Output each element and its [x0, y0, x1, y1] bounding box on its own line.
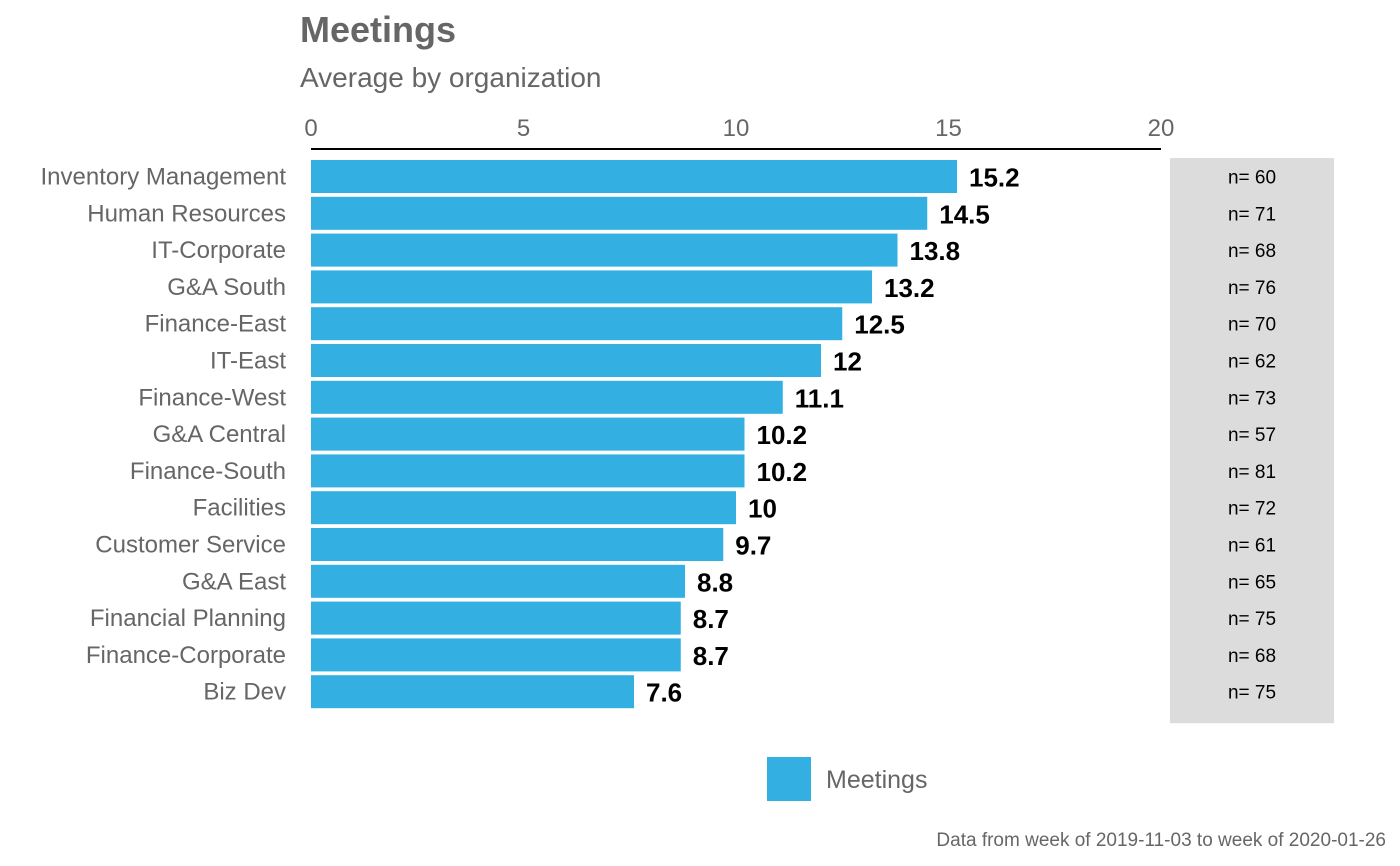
category-label: Human Resources — [87, 200, 286, 227]
n-label: n= 65 — [1228, 572, 1276, 593]
bar — [311, 344, 821, 377]
bar — [311, 307, 843, 341]
bar — [311, 380, 783, 414]
n-label: n= 76 — [1228, 278, 1276, 299]
legend-label: Meetings — [826, 766, 927, 794]
legend: Meetings — [767, 757, 927, 801]
bar — [311, 270, 872, 304]
n-panel: n= 60 n= 71 n= 68 n= 76 n= 70 n= 62 n= 73 n= 57… — [1170, 158, 1334, 724]
n-label: n= 68 — [1228, 646, 1276, 667]
category-label: IT-Corporate — [151, 237, 286, 264]
value-label: 15.2 — [969, 163, 1020, 193]
n-label: n= 60 — [1228, 168, 1276, 189]
n-label: n= 72 — [1228, 499, 1276, 520]
bar — [311, 638, 681, 672]
category-label: Finance-South — [130, 458, 286, 485]
category-label: Biz Dev — [203, 679, 286, 706]
chart-subtitle: Average by organization — [300, 62, 601, 93]
value-label: 13.8 — [910, 236, 961, 266]
value-label: 11.1 — [795, 383, 844, 413]
n-label: n= 71 — [1228, 204, 1276, 225]
n-label: n= 70 — [1228, 315, 1276, 336]
category-label: G&A South — [167, 274, 286, 301]
value-label: 10.2 — [757, 420, 808, 450]
category-label: IT-East — [210, 348, 286, 375]
bar — [311, 160, 957, 193]
bar — [311, 675, 634, 709]
value-label: 12.5 — [854, 310, 905, 340]
n-panel-background — [1170, 158, 1334, 724]
bar — [311, 233, 898, 267]
x-tick-label: 20 — [1148, 115, 1175, 142]
bar — [311, 528, 724, 561]
category-label: Finance-Corporate — [86, 642, 286, 669]
bar — [311, 601, 681, 635]
x-tick-label: 10 — [723, 115, 750, 142]
category-label: Customer Service — [95, 532, 286, 559]
value-label: 8.8 — [697, 567, 733, 597]
x-tick-label: 15 — [935, 115, 962, 142]
n-label: n= 75 — [1228, 683, 1276, 704]
category-label: Finance-West — [138, 384, 286, 411]
value-label: 9.7 — [735, 531, 771, 561]
x-axis: 0 5 10 15 20 — [304, 115, 1175, 150]
value-label: 7.6 — [646, 678, 682, 708]
category-label: Financial Planning — [90, 605, 286, 632]
n-label: n= 62 — [1228, 352, 1276, 373]
bar — [311, 196, 928, 230]
x-tick-label: 5 — [517, 115, 530, 142]
x-tick-label: 0 — [304, 115, 317, 142]
n-label: n= 68 — [1228, 241, 1276, 262]
n-label: n= 61 — [1228, 536, 1276, 557]
bar — [311, 454, 745, 488]
n-label: n= 75 — [1228, 609, 1276, 630]
value-label: 10 — [748, 494, 777, 524]
chart-title: Meetings — [300, 9, 456, 50]
value-label: 14.5 — [939, 199, 990, 229]
value-label: 8.7 — [693, 641, 729, 671]
n-label: n= 73 — [1228, 388, 1276, 409]
bars: Inventory Management 15.2 Human Resources 1… — [41, 160, 1020, 709]
value-label: 13.2 — [884, 273, 935, 303]
value-label: 10.2 — [757, 457, 808, 487]
category-label: G&A East — [182, 568, 286, 595]
category-label: G&A Central — [153, 421, 286, 448]
chart-caption: Data from week of 2019-11-03 to week of … — [936, 830, 1386, 851]
bar — [311, 417, 745, 451]
category-label: Inventory Management — [41, 164, 287, 191]
value-label: 12 — [833, 347, 862, 377]
bar — [311, 491, 736, 525]
n-label: n= 81 — [1228, 462, 1276, 483]
category-label: Finance-East — [145, 311, 287, 338]
n-label: n= 57 — [1228, 425, 1276, 446]
category-label: Facilities — [193, 495, 286, 522]
legend-swatch — [767, 757, 811, 801]
bar — [311, 564, 685, 598]
value-label: 8.7 — [693, 604, 729, 634]
